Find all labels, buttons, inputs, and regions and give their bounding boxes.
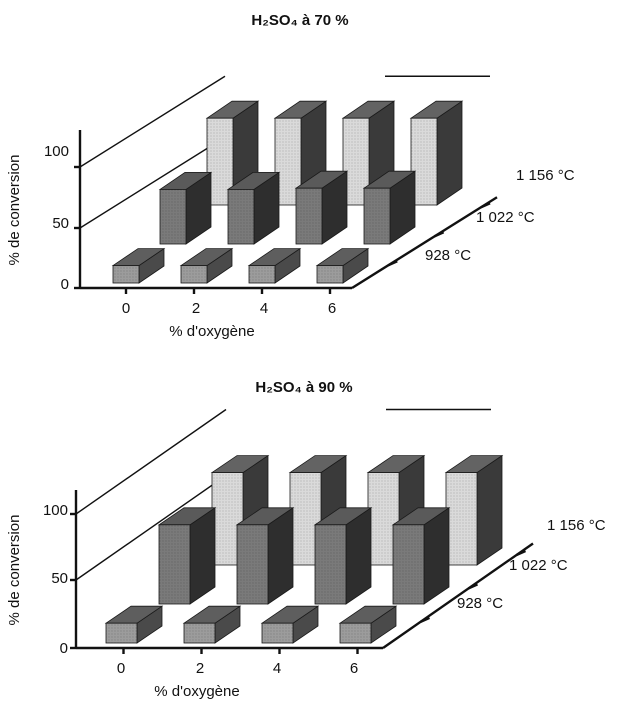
y-tick-label: 50 xyxy=(51,570,68,587)
series-tick-mark xyxy=(516,549,526,557)
series-label-1156: 1 156 °C xyxy=(547,517,606,534)
bar-side-face xyxy=(436,100,463,206)
series-tick-mark xyxy=(468,583,478,590)
y-tick-label: 0 xyxy=(61,276,69,293)
bar-1022°C-0 xyxy=(157,507,217,605)
bar-texture xyxy=(181,265,207,283)
bar-1022°C-0 xyxy=(158,171,213,245)
y-tick-label: 100 xyxy=(44,143,69,160)
bar-texture xyxy=(184,623,215,643)
bar-texture xyxy=(249,265,275,283)
bar-texture xyxy=(317,265,343,283)
bar-928°C-2 xyxy=(179,247,234,284)
bar-texture xyxy=(340,623,371,643)
bar-928°C-0 xyxy=(104,605,164,644)
series-tick-mark xyxy=(434,231,445,238)
bar-texture xyxy=(315,524,346,604)
bars xyxy=(104,454,504,644)
bar-texture xyxy=(160,189,186,244)
wall-gridline xyxy=(79,136,226,229)
bar-928°C-0 xyxy=(111,247,166,284)
bar-texture xyxy=(113,265,139,283)
bar-1156°C-6 xyxy=(409,100,464,206)
x-tick-label: 4 xyxy=(260,300,268,317)
bar-texture xyxy=(446,472,477,565)
bar-side-face xyxy=(476,454,503,566)
x-tick-label: 6 xyxy=(350,660,358,677)
x-axis-label: % d'oxygène xyxy=(169,323,254,340)
bar-928°C-4 xyxy=(260,605,320,644)
bar-texture xyxy=(364,188,390,244)
wall-gridline xyxy=(75,474,227,581)
bar-texture xyxy=(393,524,424,604)
bar-928°C-4 xyxy=(247,247,302,284)
bar-1022°C-6 xyxy=(362,170,417,245)
axes-frame xyxy=(74,75,498,294)
bar-928°C-2 xyxy=(182,605,242,644)
y-axis-label: % de conversion xyxy=(6,515,23,626)
x-tick-label: 0 xyxy=(122,300,130,317)
x-tick-label: 0 xyxy=(117,660,125,677)
y-axis-label: % de conversion xyxy=(6,155,23,266)
series-tick-mark xyxy=(387,260,398,267)
series-label-1022: 1 022 °C xyxy=(476,209,535,226)
bar-1156°C-6 xyxy=(444,454,504,566)
bar-1022°C-4 xyxy=(313,507,373,605)
bar-928°C-6 xyxy=(315,247,370,284)
series-tick-mark xyxy=(420,616,430,623)
x-tick-label: 2 xyxy=(192,300,200,317)
bar-1022°C-6 xyxy=(391,507,451,605)
bar-1022°C-2 xyxy=(235,507,295,605)
y-tick-label: 0 xyxy=(60,640,68,657)
x-tick-label: 4 xyxy=(273,660,281,677)
chart-h2so4-90: H₂SO₄ à 90 % 0 50 100 0 2 4 6 % d'oxygèn… xyxy=(6,379,606,700)
series-label-928: 928 °C xyxy=(457,595,503,612)
chart-h2so4-70: H₂SO₄ à 70 % 0 50 100 0 2 4 6 % d'oxygèn… xyxy=(6,12,575,340)
bar-1022°C-4 xyxy=(294,170,349,245)
chart-title: H₂SO₄ à 90 % xyxy=(255,379,352,396)
bar-texture xyxy=(237,524,268,604)
depth-axis-line xyxy=(351,196,498,290)
bar-texture xyxy=(159,524,190,604)
y-tick-label: 100 xyxy=(43,502,68,519)
depth-axis-line xyxy=(382,542,534,649)
bar-texture xyxy=(262,623,293,643)
bar-928°C-6 xyxy=(338,605,398,644)
series-label-1022: 1 022 °C xyxy=(509,557,568,574)
x-axis-label: % d'oxygène xyxy=(154,683,239,700)
bar-texture xyxy=(228,189,254,244)
tick-labels: 0 50 100 0 2 4 6 % d'oxygène % de conver… xyxy=(6,502,606,700)
axes-frame xyxy=(70,408,534,654)
bars xyxy=(111,100,464,284)
series-label-1156: 1 156 °C xyxy=(516,167,575,184)
series-label-928: 928 °C xyxy=(425,247,471,264)
y-tick-label: 50 xyxy=(52,215,69,232)
wall-gridline xyxy=(75,408,227,515)
bar-texture xyxy=(296,188,322,244)
tick-labels: 0 50 100 0 2 4 6 % d'oxygène % de conver… xyxy=(6,143,575,340)
bar-texture xyxy=(106,623,137,643)
series-tick-mark xyxy=(480,202,491,209)
chart-title: H₂SO₄ à 70 % xyxy=(251,12,348,29)
x-tick-label: 2 xyxy=(196,660,204,677)
x-tick-label: 6 xyxy=(328,300,336,317)
wall-gridline xyxy=(79,75,226,168)
bar-1022°C-2 xyxy=(226,171,281,245)
